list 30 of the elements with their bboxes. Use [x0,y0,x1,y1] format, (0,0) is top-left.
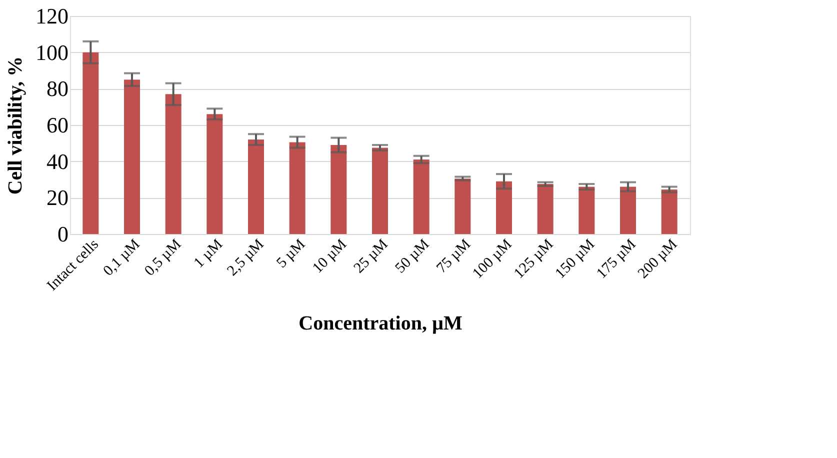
x-tick-label: 0,1 µM [100,236,144,280]
bar [165,94,182,234]
x-tick-label: 50 µM [392,236,433,277]
bar [620,186,636,234]
bar [206,114,223,234]
x-tick-label: 2,5 µM [224,236,268,280]
bar [496,181,512,234]
x-tick-label: 1 µM [191,236,226,272]
y-tick-label: 80 [46,76,68,102]
x-tick-label: 25 µM [351,236,392,277]
bar [413,160,430,234]
bar [248,140,264,234]
bar [330,144,347,234]
y-tick-label: 0 [58,222,68,246]
x-tick-label: 5 µM [274,236,309,272]
x-tick-label: 10 µM [310,236,350,277]
bar [372,148,388,234]
bar [82,52,99,234]
x-tick-label: 0,5 µM [142,236,185,280]
y-tick-label: 120 [36,4,68,28]
y-tick-label: 60 [46,112,68,138]
y-tick-label: 100 [36,40,68,65]
x-axis-title: Concentration, µM [298,312,462,334]
x-tick-label: 200 µM [635,236,681,282]
y-tick-label: 40 [46,148,68,174]
y-axis-title: Cell viability, % [4,56,26,195]
bar [124,80,140,234]
y-tick-label: 20 [46,185,68,210]
bar [289,142,306,234]
bar [578,186,595,234]
